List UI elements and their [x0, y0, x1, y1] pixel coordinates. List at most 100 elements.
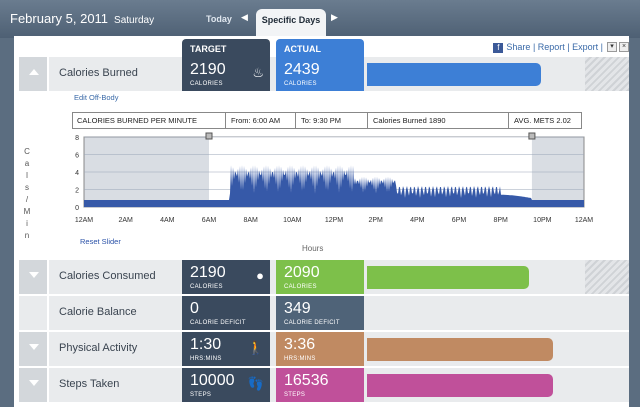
progress-bar	[367, 374, 553, 397]
y-tick-label: 2	[75, 188, 79, 195]
share-link[interactable]: Share	[506, 42, 531, 52]
target-unit: STEPS	[190, 392, 212, 398]
divider	[367, 113, 368, 128]
chevron-down-icon	[29, 344, 39, 350]
y-axis-letter: M	[23, 207, 31, 216]
date-text: February 5, 2011	[10, 11, 109, 26]
info-title: CALORIES BURNED PER MINUTE	[77, 116, 198, 125]
expand-toggle[interactable]	[19, 260, 49, 294]
hatch-area	[585, 57, 629, 91]
day-text: Saturday	[114, 15, 155, 26]
divider	[295, 113, 296, 128]
target-unit: HRS:MINS	[190, 356, 222, 362]
target-unit: CALORIE DEFICIT	[190, 320, 246, 326]
y-axis-letter: i	[26, 219, 28, 228]
row-label: Physical Activity	[59, 342, 138, 354]
dashboard-panel: TARGET ACTUAL f Share | Report | Export |…	[14, 36, 629, 407]
y-tick-label: 4	[75, 170, 79, 177]
row-label: Calorie Balance	[59, 306, 137, 318]
reset-slider-link[interactable]: Reset Slider	[80, 237, 121, 246]
target-unit: CALORIES	[190, 81, 223, 87]
actual-value: 349	[284, 300, 311, 317]
activity-area	[84, 165, 584, 207]
tab-today[interactable]: Today	[206, 14, 232, 24]
chevron-down-icon	[29, 380, 39, 386]
actual-box: 349 CALORIE DEFICIT	[276, 296, 364, 330]
y-axis-letter: s	[25, 183, 29, 192]
info-to: To: 9:30 PM	[301, 116, 342, 125]
x-tick-label: 10PM	[533, 217, 551, 224]
actual-unit: STEPS	[284, 392, 306, 398]
toolbar: f Share | Report | Export |	[493, 42, 603, 53]
target-value: 10000	[190, 372, 235, 389]
target-value: 2190	[190, 61, 226, 78]
row-label: Calories Burned	[59, 67, 138, 79]
report-link[interactable]: Report	[537, 42, 565, 52]
slider-handle-right	[528, 132, 536, 140]
collapse-icon[interactable]: ▾	[607, 42, 617, 52]
actual-unit: CALORIES	[284, 284, 317, 290]
target-box: 2190 CALORIES ●	[182, 260, 270, 294]
actual-unit: HRS:MINS	[284, 356, 316, 362]
actual-unit: CALORIES	[284, 81, 317, 87]
target-value: 2190	[190, 264, 226, 281]
target-box: 10000 STEPS 👣	[182, 368, 270, 402]
actual-header: ACTUAL	[276, 39, 364, 59]
x-tick-label: 8PM	[493, 217, 508, 224]
progress-bar	[367, 63, 541, 86]
chart-info-bar: CALORIES BURNED PER MINUTE From: 6:00 AM…	[72, 112, 582, 129]
row-spacer	[19, 296, 49, 330]
x-tick-label: 4PM	[410, 217, 425, 224]
target-value: 0	[190, 300, 199, 317]
actual-value: 2439	[284, 61, 320, 78]
target-box: 1:30 HRS:MINS 🚶	[182, 332, 270, 366]
expand-toggle[interactable]	[19, 368, 49, 402]
footprints-icon: 👣	[247, 376, 264, 391]
x-tick-label: 12AM	[575, 217, 593, 224]
export-link[interactable]: Export	[572, 42, 599, 52]
x-tick-label: 6AM	[202, 217, 217, 224]
target-unit: CALORIES	[190, 284, 223, 290]
y-axis-letter: a	[24, 159, 30, 168]
y-axis-letter: l	[26, 171, 28, 180]
tab-specific-days[interactable]: Specific Days	[256, 9, 326, 38]
actual-box: 2090 CALORIES	[276, 260, 364, 294]
y-axis-letter: C	[24, 147, 30, 156]
target-box: 2190 CALORIES ♨	[182, 57, 270, 91]
x-tick-label: 12AM	[75, 217, 93, 224]
x-tick-label: 6PM	[452, 217, 467, 224]
next-arrow-icon[interactable]: ▶	[331, 12, 338, 22]
x-tick-label: 10AM	[283, 217, 301, 224]
x-tick-label: 4AM	[160, 217, 175, 224]
x-axis-label: Hours	[302, 244, 324, 253]
x-tick-label: 8AM	[243, 217, 258, 224]
close-icon[interactable]: ×	[619, 42, 629, 52]
row-calories-burned: Calories Burned 2190 CALORIES ♨ 2439 CALORI…	[19, 57, 629, 91]
date-display: February 5, 2011 Saturday	[10, 11, 154, 26]
progress-bar	[367, 338, 553, 361]
row-calories-consumed: Calories Consumed 2190 CALORIES ● 2090 CALO…	[19, 260, 629, 294]
y-axis-letter: n	[24, 231, 30, 240]
actual-unit: CALORIE DEFICIT	[284, 320, 340, 326]
y-tick-label: 6	[75, 153, 79, 160]
row-steps-taken: Steps Taken 10000 STEPS 👣 16536 STEPS	[19, 368, 629, 402]
y-tick-label: 0	[75, 205, 79, 212]
prev-arrow-icon[interactable]: ◀	[241, 12, 248, 22]
walking-person-icon: 🚶	[247, 340, 264, 355]
edit-off-body-link[interactable]: Edit Off-Body	[74, 93, 119, 102]
actual-box: 2439 CALORIES	[276, 57, 364, 91]
row-physical-activity: Physical Activity 1:30 HRS:MINS 🚶 3:36 HRS:…	[19, 332, 629, 366]
collapse-toggle[interactable]	[19, 57, 49, 91]
divider	[225, 113, 226, 128]
activity-chart[interactable]: 0 2 4 6 8 12AM 2AM 4AM 6AM 8AM 10AM 12PM 2PM 4PM 6PM 8P…	[54, 132, 594, 227]
actual-value: 2090	[284, 264, 320, 281]
info-from: From: 6:00 AM	[231, 116, 281, 125]
facebook-icon[interactable]: f	[493, 43, 504, 53]
info-mets: AVG. METS 2.02	[514, 116, 571, 125]
actual-box: 16536 STEPS	[276, 368, 364, 402]
apple-icon: ●	[256, 268, 264, 283]
actual-value: 3:36	[284, 336, 316, 353]
expand-toggle[interactable]	[19, 332, 49, 366]
chevron-up-icon	[29, 69, 39, 75]
